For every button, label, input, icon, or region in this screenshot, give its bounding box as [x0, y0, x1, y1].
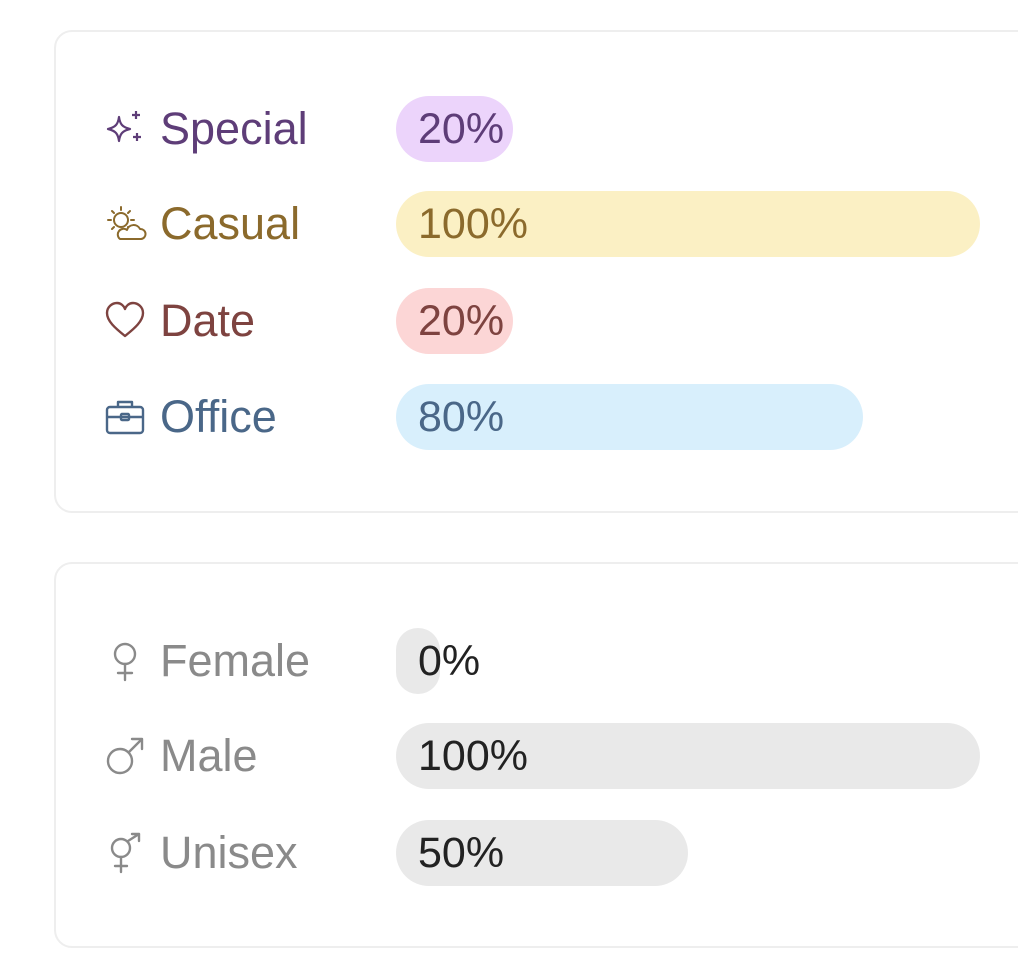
occasion-bar-date: [396, 288, 513, 354]
occasion-bar-special: [396, 96, 513, 162]
gender-row-female: Female 0%: [102, 628, 1018, 694]
gender-row-male: Male 100%: [102, 723, 1018, 789]
gender-label-male: Male: [102, 723, 258, 789]
gender-card: Female 0% Male 100%: [54, 562, 1018, 948]
gender-label-female: Female: [102, 628, 310, 694]
occasion-card: Special 20% Casual 100%: [54, 30, 1018, 513]
female-symbol-icon: [102, 638, 148, 684]
male-symbol-icon: [102, 733, 148, 779]
gender-value-unisex: 50%: [418, 828, 505, 877]
occasion-value-office: 80%: [418, 392, 505, 441]
occasion-row-date: Date 20%: [102, 288, 1018, 354]
heart-icon: [102, 298, 148, 344]
gender-label-unisex: Unisex: [102, 820, 298, 886]
briefcase-icon: [102, 394, 148, 440]
occasion-bar-casual: [396, 191, 980, 257]
sun-cloud-icon: [102, 201, 148, 247]
gender-value-female: 0%: [418, 636, 481, 685]
occasion-row-office: Office 80%: [102, 384, 1018, 450]
occasion-label-special: Special: [102, 96, 308, 162]
occasion-value-special: 20%: [418, 104, 505, 153]
occasion-bar-office: [396, 384, 864, 450]
occasion-row-casual: Casual 100%: [102, 191, 1018, 257]
gender-value-male: 100%: [418, 731, 528, 780]
gender-row-unisex: Unisex 50%: [102, 820, 1018, 886]
gender-bar-female: [396, 628, 440, 694]
occasion-label-casual: Casual: [102, 191, 300, 257]
sparkles-icon: [102, 106, 148, 152]
occasion-row-special: Special 20%: [102, 96, 1018, 162]
occasion-value-casual: 100%: [418, 199, 528, 248]
occasion-value-date: 20%: [418, 296, 505, 345]
unisex-symbol-icon: [102, 830, 148, 876]
occasion-label-date: Date: [102, 288, 255, 354]
gender-bar-unisex: [396, 820, 688, 886]
occasion-label-office: Office: [102, 384, 277, 450]
gender-bar-male: [396, 723, 980, 789]
